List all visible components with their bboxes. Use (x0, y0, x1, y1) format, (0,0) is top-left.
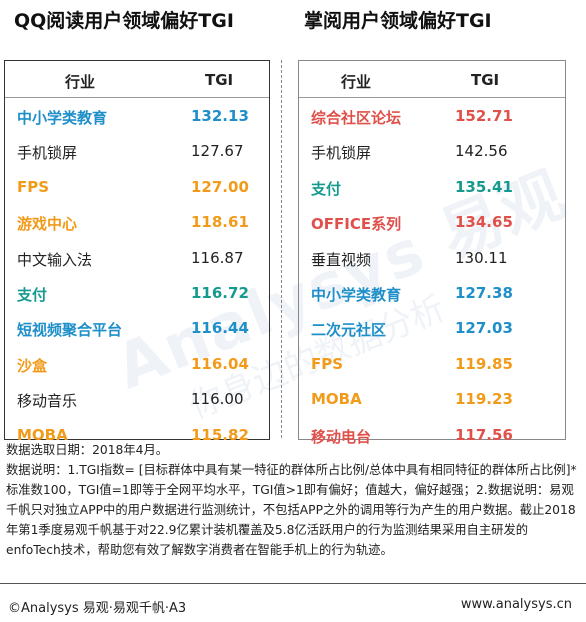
industry-label: 综合社区论坛 (311, 109, 402, 127)
industry-label: 手机锁屏 (311, 144, 372, 163)
table-row: MOBA 119.23 (299, 382, 565, 417)
tgi-value: 115.82 (191, 425, 249, 444)
table-row: 垂直视频 130.11 (299, 241, 565, 276)
data-notes: 数据选取日期：2018年4月。 数据说明：1.TGI指数= [目标群体中具有某一… (6, 440, 580, 560)
table-row: 中文输入法 116.87 (5, 241, 269, 276)
tgi-value: 142.56 (455, 142, 508, 161)
table-row: FPS 119.85 (299, 347, 565, 382)
industry-label: 支付 (311, 179, 342, 198)
tgi-value: 132.13 (191, 107, 249, 125)
table-row: 短视频聚合平台 116.44 (5, 311, 269, 346)
table-row: 支付 116.72 (5, 276, 269, 311)
right-tgi-table: 行业 TGI 综合社区论坛 152.71 手机锁屏 142.56 支付 135.41 OFF… (298, 60, 566, 446)
table-row: OFFICE系列 134.65 (299, 205, 565, 240)
table-row: 手机锁屏 142.56 (299, 134, 565, 169)
table-row: 手机锁屏 127.67 (5, 134, 269, 169)
industry-label: OFFICE系列 (311, 215, 402, 234)
left-tgi-table: 行业 TGI 中小学类教育 132.13 手机锁屏 127.67 FPS 127.00 游戏… (4, 60, 270, 444)
tgi-value: 127.03 (455, 319, 513, 338)
right-table-title: 掌阅用户领域偏好TGI (304, 10, 492, 32)
industry-label: 游戏中心 (17, 215, 78, 234)
tgi-value: 116.44 (191, 319, 249, 338)
column-header-tgi: TGI (205, 71, 234, 89)
industry-label: 短视频聚合平台 (17, 321, 123, 340)
industry-label: 二次元社区 (311, 321, 387, 340)
table-row: 移动音乐 116.00 (5, 382, 269, 417)
footer-website: www.analysys.cn (460, 597, 572, 612)
table-row: 综合社区论坛 152.71 (299, 99, 565, 134)
industry-label: MOBA (17, 425, 68, 444)
tgi-value: 117.56 (455, 425, 513, 444)
tgi-value: 152.71 (455, 107, 513, 125)
left-table-rows: 中小学类教育 132.13 手机锁屏 127.67 FPS 127.00 游戏中心 118.6… (5, 99, 269, 453)
industry-label: 手机锁屏 (17, 144, 78, 163)
tgi-value: 127.67 (191, 142, 244, 161)
industry-label: 中文输入法 (17, 250, 93, 269)
footer-copyright: ©Analysys 易观·易观千帆·A3 (8, 601, 187, 616)
tgi-value: 116.72 (191, 283, 249, 302)
header-divider (299, 97, 565, 98)
table-row: 沙盒 116.04 (5, 347, 269, 382)
tgi-value: 116.87 (191, 248, 244, 267)
industry-label: MOBA (311, 390, 362, 409)
tgi-value: 119.85 (455, 354, 513, 373)
tgi-value: 116.04 (191, 354, 249, 373)
table-row: 二次元社区 127.03 (299, 311, 565, 346)
column-header-tgi: TGI (471, 71, 500, 89)
data-date-note: 数据选取日期：2018年4月。 (6, 443, 169, 457)
tgi-value: 135.41 (455, 177, 513, 196)
table-row: FPS 127.00 (5, 170, 269, 205)
table-header: 行业 TGI (5, 61, 269, 97)
table-row: 中小学类教育 127.38 (299, 276, 565, 311)
tgi-value: 116.00 (191, 390, 244, 409)
industry-label: 中小学类教育 (17, 109, 108, 127)
dashed-divider (281, 60, 282, 438)
tgi-value: 134.65 (455, 213, 513, 232)
tgi-value: 119.23 (455, 390, 513, 409)
table-row: 中小学类教育 132.13 (5, 99, 269, 134)
tgi-value: 130.11 (455, 248, 508, 267)
industry-label: FPS (311, 354, 344, 373)
footer-divider (0, 583, 586, 584)
table-header: 行业 TGI (299, 61, 565, 97)
column-header-industry: 行业 (341, 73, 372, 91)
data-description-note: 数据说明：1.TGI指数= [目标群体中具有某一特征的群体所占比例/总体中具有相… (6, 463, 577, 557)
table-row: 支付 135.41 (299, 170, 565, 205)
industry-label: 移动音乐 (17, 392, 78, 411)
header-divider (5, 97, 269, 98)
table-row: 游戏中心 118.61 (5, 205, 269, 240)
right-table-rows: 综合社区论坛 152.71 手机锁屏 142.56 支付 135.41 OFFICE系列 13… (299, 99, 565, 453)
industry-label: 移动电台 (311, 427, 372, 446)
column-header-industry: 行业 (65, 73, 96, 91)
tgi-value: 127.38 (455, 283, 513, 302)
industry-label: 中小学类教育 (311, 285, 402, 304)
industry-label: 垂直视频 (311, 250, 372, 269)
table-row: MOBA 115.82 (5, 418, 269, 453)
left-table-title: QQ阅读用户领域偏好TGI (14, 10, 234, 32)
industry-label: FPS (17, 177, 50, 196)
tgi-value: 127.00 (191, 177, 249, 196)
tgi-value: 118.61 (191, 213, 249, 232)
industry-label: 沙盒 (17, 356, 48, 375)
table-row: 移动电台 117.56 (299, 418, 565, 453)
industry-label: 支付 (17, 285, 48, 304)
